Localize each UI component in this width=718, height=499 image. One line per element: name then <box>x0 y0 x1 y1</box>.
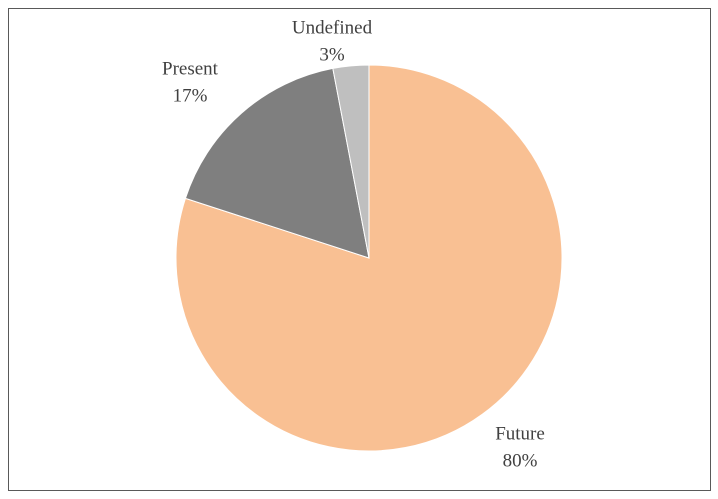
slice-label-name: Undefined <box>292 17 373 38</box>
slice-label-value: 80% <box>503 450 538 471</box>
slice-label-value: 3% <box>319 44 345 65</box>
pie-slice <box>184 67 370 259</box>
pie-slice <box>332 64 370 259</box>
slice-label-name: Future <box>495 423 545 444</box>
slice-label-name: Present <box>162 58 219 79</box>
slice-label-value: 17% <box>173 85 208 106</box>
